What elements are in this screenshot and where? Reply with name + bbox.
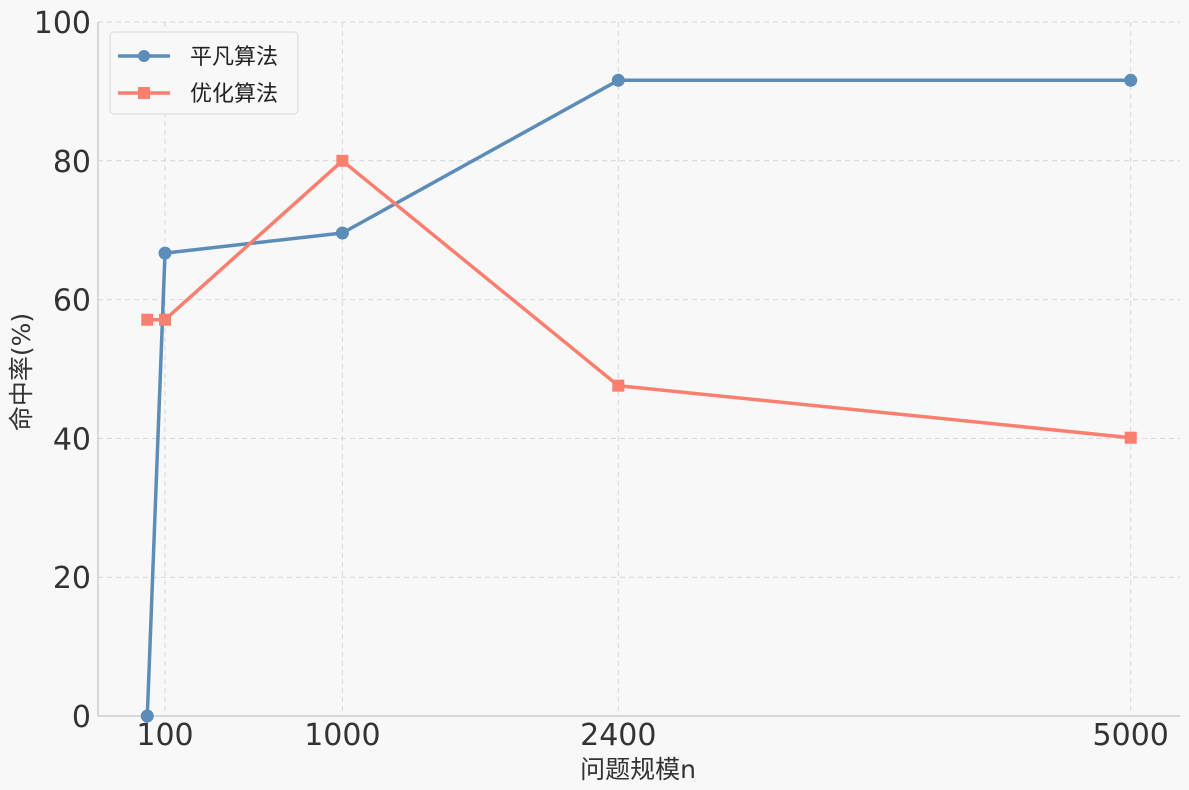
y-tick-label: 0 — [72, 700, 91, 735]
series-line-0 — [145, 78, 1133, 718]
x-tick-label: 100 — [136, 718, 193, 753]
x-axis-title: 问题规模n — [580, 755, 696, 784]
y-tick-label: 20 — [53, 561, 91, 596]
data-point — [336, 154, 349, 167]
x-tick-label: 5000 — [1093, 718, 1169, 753]
legend-label-optimized: 优化算法 — [190, 82, 278, 107]
series-1 — [141, 154, 1137, 444]
data-point — [335, 226, 349, 240]
legend-marker-ordinary — [138, 50, 150, 62]
data-point — [1124, 73, 1138, 87]
data-point — [159, 313, 172, 326]
legend-entry-optimized: 优化算法 — [118, 82, 278, 107]
y-tick-label: 40 — [53, 422, 91, 457]
data-point — [140, 709, 154, 723]
data-point — [158, 246, 172, 260]
y-axis-title: 命中率(%) — [7, 313, 36, 431]
data-point — [612, 379, 625, 392]
legend: 平凡算法 优化算法 — [109, 31, 299, 115]
y-tick-label: 60 — [53, 284, 91, 319]
axes — [97, 22, 1180, 717]
series-0 — [140, 73, 1138, 723]
data-point — [611, 73, 625, 87]
legend-label-ordinary: 平凡算法 — [190, 45, 278, 70]
legend-entry-ordinary: 平凡算法 — [118, 45, 278, 70]
grid — [98, 21, 1180, 716]
series — [140, 73, 1138, 723]
y-tick-label: 80 — [53, 145, 91, 180]
x-ticks: 100 1000 2400 5000 — [136, 718, 1169, 753]
x-tick-label: 2400 — [580, 718, 656, 753]
y-tick-label: 100 — [34, 6, 91, 41]
y-ticks: 0 20 40 60 80 100 — [34, 6, 91, 735]
data-point — [141, 313, 154, 326]
legend-marker-optimized — [138, 87, 150, 99]
data-point — [1124, 431, 1137, 444]
x-tick-label: 1000 — [304, 718, 380, 753]
